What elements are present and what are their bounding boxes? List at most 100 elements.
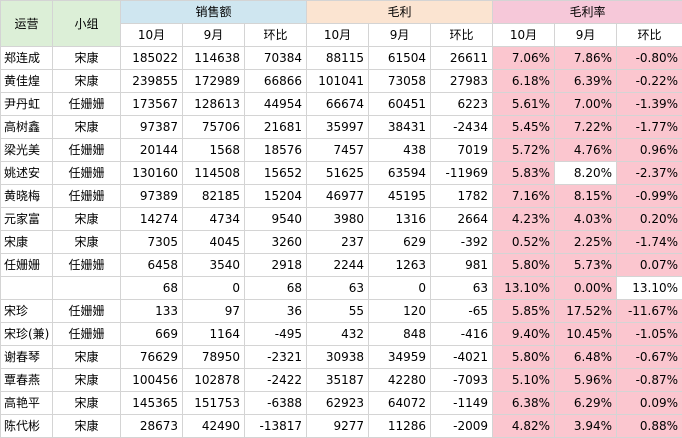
operator-name-cell[interactable]: 梁光美 (1, 139, 53, 162)
gross-mom-cell[interactable]: -11969 (431, 162, 493, 185)
rate-oct-cell[interactable]: 5.83% (493, 162, 555, 185)
gross-sep-cell[interactable]: 0 (369, 277, 431, 300)
rate-oct-cell[interactable]: 5.80% (493, 254, 555, 277)
gross-mom-cell[interactable]: 7019 (431, 139, 493, 162)
sales-oct-cell[interactable]: 173567 (121, 93, 183, 116)
operator-name-cell[interactable]: 郑连成 (1, 47, 53, 70)
gross-oct-cell[interactable]: 66674 (307, 93, 369, 116)
gross-mom-cell[interactable]: -416 (431, 323, 493, 346)
gross-sep-cell[interactable]: 848 (369, 323, 431, 346)
gross-mom-cell[interactable]: 63 (431, 277, 493, 300)
rate-mom-cell[interactable]: -1.05% (617, 323, 682, 346)
rate-mom-cell[interactable]: -0.87% (617, 369, 682, 392)
subheader-gross-oct[interactable]: 10月 (307, 24, 369, 47)
rate-sep-cell[interactable]: 3.94% (555, 415, 617, 438)
gross-mom-cell[interactable]: 981 (431, 254, 493, 277)
sales-sep-cell[interactable]: 4045 (183, 231, 245, 254)
gross-oct-cell[interactable]: 7457 (307, 139, 369, 162)
gross-sep-cell[interactable]: 42280 (369, 369, 431, 392)
rate-oct-cell[interactable]: 5.72% (493, 139, 555, 162)
sales-sep-cell[interactable]: 172989 (183, 70, 245, 93)
sales-oct-cell[interactable]: 100456 (121, 369, 183, 392)
rate-mom-cell[interactable]: 0.20% (617, 208, 682, 231)
rate-oct-cell[interactable]: 5.10% (493, 369, 555, 392)
gross-oct-cell[interactable]: 101041 (307, 70, 369, 93)
header-xiaozu[interactable]: 小组 (53, 1, 121, 47)
gross-mom-cell[interactable]: 6223 (431, 93, 493, 116)
group-cell[interactable]: 任姗姗 (53, 254, 121, 277)
sales-mom-cell[interactable]: 3260 (245, 231, 307, 254)
operator-name-cell[interactable]: 宋珍(兼) (1, 323, 53, 346)
gross-oct-cell[interactable]: 9277 (307, 415, 369, 438)
gross-mom-cell[interactable]: -65 (431, 300, 493, 323)
sales-oct-cell[interactable]: 76629 (121, 346, 183, 369)
rate-oct-cell[interactable]: 6.18% (493, 70, 555, 93)
sales-oct-cell[interactable]: 68 (121, 277, 183, 300)
sales-mom-cell[interactable]: -6388 (245, 392, 307, 415)
rate-mom-cell[interactable]: -1.74% (617, 231, 682, 254)
sales-sep-cell[interactable]: 114508 (183, 162, 245, 185)
gross-mom-cell[interactable]: -7093 (431, 369, 493, 392)
operator-name-cell[interactable]: 宋珍 (1, 300, 53, 323)
gross-oct-cell[interactable]: 432 (307, 323, 369, 346)
rate-mom-cell[interactable]: 0.09% (617, 392, 682, 415)
gross-sep-cell[interactable]: 38431 (369, 116, 431, 139)
sales-oct-cell[interactable]: 14274 (121, 208, 183, 231)
operator-name-cell[interactable]: 宋康 (1, 231, 53, 254)
sales-mom-cell[interactable]: 9540 (245, 208, 307, 231)
operator-name-cell[interactable]: 黄佳煌 (1, 70, 53, 93)
rate-mom-cell[interactable]: -1.39% (617, 93, 682, 116)
gross-oct-cell[interactable]: 35187 (307, 369, 369, 392)
group-cell[interactable]: 任姗姗 (53, 185, 121, 208)
sales-oct-cell[interactable]: 97389 (121, 185, 183, 208)
sales-sep-cell[interactable]: 75706 (183, 116, 245, 139)
rate-oct-cell[interactable]: 0.52% (493, 231, 555, 254)
rate-sep-cell[interactable]: 10.45% (555, 323, 617, 346)
sales-sep-cell[interactable]: 1164 (183, 323, 245, 346)
sales-sep-cell[interactable]: 0 (183, 277, 245, 300)
sales-oct-cell[interactable]: 6458 (121, 254, 183, 277)
sales-sep-cell[interactable]: 128613 (183, 93, 245, 116)
sales-mom-cell[interactable]: 68 (245, 277, 307, 300)
subheader-sales-oct[interactable]: 10月 (121, 24, 183, 47)
rate-sep-cell[interactable]: 17.52% (555, 300, 617, 323)
group-cell[interactable]: 宋康 (53, 392, 121, 415)
sales-sep-cell[interactable]: 114638 (183, 47, 245, 70)
gross-sep-cell[interactable]: 120 (369, 300, 431, 323)
header-gross[interactable]: 毛利 (307, 1, 493, 24)
rate-sep-cell[interactable]: 7.00% (555, 93, 617, 116)
sales-sep-cell[interactable]: 4734 (183, 208, 245, 231)
gross-oct-cell[interactable]: 35997 (307, 116, 369, 139)
gross-oct-cell[interactable]: 62923 (307, 392, 369, 415)
sales-mom-cell[interactable]: 36 (245, 300, 307, 323)
sales-oct-cell[interactable]: 20144 (121, 139, 183, 162)
sales-mom-cell[interactable]: 18576 (245, 139, 307, 162)
subheader-sales-sep[interactable]: 9月 (183, 24, 245, 47)
gross-mom-cell[interactable]: -2009 (431, 415, 493, 438)
gross-sep-cell[interactable]: 60451 (369, 93, 431, 116)
group-cell[interactable]: 任姗姗 (53, 93, 121, 116)
operator-name-cell[interactable]: 元家富 (1, 208, 53, 231)
rate-mom-cell[interactable]: -2.37% (617, 162, 682, 185)
gross-sep-cell[interactable]: 629 (369, 231, 431, 254)
group-cell[interactable]: 宋康 (53, 231, 121, 254)
operator-name-cell[interactable]: 覃春燕 (1, 369, 53, 392)
gross-sep-cell[interactable]: 1316 (369, 208, 431, 231)
operator-name-cell[interactable] (1, 277, 53, 300)
gross-mom-cell[interactable]: 26611 (431, 47, 493, 70)
sales-mom-cell[interactable]: 70384 (245, 47, 307, 70)
gross-oct-cell[interactable]: 30938 (307, 346, 369, 369)
sales-mom-cell[interactable]: -2422 (245, 369, 307, 392)
rate-oct-cell[interactable]: 7.06% (493, 47, 555, 70)
gross-sep-cell[interactable]: 11286 (369, 415, 431, 438)
operator-name-cell[interactable]: 黄晓梅 (1, 185, 53, 208)
rate-oct-cell[interactable]: 4.82% (493, 415, 555, 438)
group-cell[interactable]: 宋康 (53, 47, 121, 70)
sales-oct-cell[interactable]: 130160 (121, 162, 183, 185)
rate-sep-cell[interactable]: 7.86% (555, 47, 617, 70)
group-cell[interactable]: 宋康 (53, 208, 121, 231)
sales-mom-cell[interactable]: -2321 (245, 346, 307, 369)
group-cell[interactable]: 宋康 (53, 369, 121, 392)
rate-mom-cell[interactable]: -0.22% (617, 70, 682, 93)
sales-sep-cell[interactable]: 1568 (183, 139, 245, 162)
